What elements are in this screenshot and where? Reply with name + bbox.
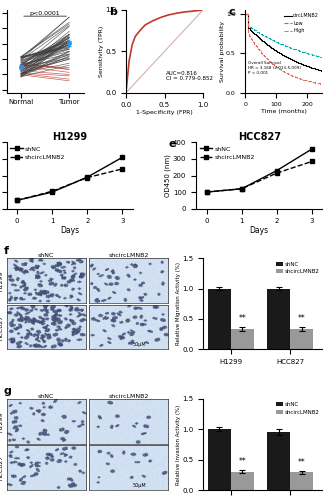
Line: circLMNB2: circLMNB2 [245, 14, 322, 71]
Line: Low: Low [245, 14, 322, 57]
Bar [208, 430, 231, 490]
Line: shcircLMNB2: shcircLMNB2 [15, 166, 125, 203]
Low [285, 44, 289, 50]
Low [280, 41, 284, 47]
shNC [240, 186, 244, 192]
Bar [231, 330, 254, 349]
Text: c: c [228, 6, 235, 16]
Legend: shNC, shcircLMNB2: shNC, shcircLMNB2 [275, 402, 320, 415]
Bar [267, 432, 290, 490]
High [280, 67, 284, 73]
X-axis label: Time (months): Time (months) [261, 109, 307, 114]
High [285, 70, 289, 76]
Text: 50μM: 50μM [132, 342, 146, 347]
Text: Overall Survival
HR = 3.168 (2.013-5.009)
P < 0.001: Overall Survival HR = 3.168 (2.013-5.009… [248, 62, 301, 74]
shcircLMNB2 [15, 198, 19, 203]
shcircLMNB2 [310, 158, 314, 164]
Low [243, 11, 247, 17]
High [280, 68, 284, 73]
Legend: shNC, shcircLMNB2: shNC, shcircLMNB2 [275, 261, 320, 275]
circLMNB2 [280, 51, 284, 57]
High [307, 78, 311, 84]
Low [318, 54, 322, 60]
circLMNB2 [318, 68, 322, 73]
shNC [120, 154, 124, 160]
Legend: circLMNB2, Low, High: circLMNB2, Low, High [283, 12, 320, 34]
Low [307, 50, 311, 56]
circLMNB2 [307, 64, 311, 70]
shcircLMNB2 [120, 166, 124, 172]
Text: AUC=0.816
CI = 0.779-0.852: AUC=0.816 CI = 0.779-0.852 [166, 70, 213, 82]
Text: b: b [109, 6, 117, 16]
Y-axis label: Relative Migration Activity (%): Relative Migration Activity (%) [176, 262, 181, 345]
X-axis label: Days: Days [60, 226, 79, 234]
High [289, 72, 293, 78]
Bar [267, 288, 290, 350]
Y-axis label: HCC827: HCC827 [0, 455, 4, 480]
Y-axis label: H1299: H1299 [0, 270, 4, 291]
Bar [290, 472, 313, 490]
Line: shcircLMNB2: shcircLMNB2 [204, 159, 314, 194]
Text: g: g [3, 386, 11, 396]
Y-axis label: Sensitivity (TPR): Sensitivity (TPR) [99, 26, 104, 77]
Low [280, 42, 284, 48]
circLMNB2 [289, 56, 293, 62]
Line: High: High [245, 14, 322, 84]
Text: **: ** [238, 314, 246, 323]
circLMNB2 [320, 68, 324, 74]
Text: 50μM: 50μM [132, 483, 146, 488]
Text: **: ** [298, 458, 306, 466]
Legend: shNC, shcircLMNB2: shNC, shcircLMNB2 [199, 146, 255, 160]
Line: shNC: shNC [15, 155, 125, 203]
shcircLMNB2 [85, 174, 89, 180]
Title: HCC827: HCC827 [238, 132, 281, 141]
Text: **: ** [298, 314, 306, 323]
circLMNB2 [243, 11, 247, 17]
shNC [15, 198, 19, 203]
Y-axis label: H1299: H1299 [0, 411, 4, 432]
Text: **: ** [238, 457, 246, 466]
High [243, 11, 247, 17]
shcircLMNB2 [275, 170, 279, 176]
Title: shcircLMNB2: shcircLMNB2 [108, 253, 149, 258]
shNC [50, 189, 54, 195]
Legend: shNC, shcircLMNB2: shNC, shcircLMNB2 [10, 146, 66, 160]
Text: f: f [3, 246, 8, 256]
shcircLMNB2 [240, 186, 244, 192]
shcircLMNB2 [50, 188, 54, 194]
Y-axis label: Survival probability: Survival probability [219, 21, 224, 82]
Y-axis label: HCC827: HCC827 [0, 314, 4, 340]
Text: p<0.0001: p<0.0001 [30, 10, 61, 16]
circLMNB2 [280, 52, 284, 58]
shNC [85, 174, 89, 180]
Text: e: e [168, 139, 176, 149]
Low [320, 54, 324, 60]
circLMNB2 [285, 54, 289, 60]
Y-axis label: OD450 (nm): OD450 (nm) [165, 154, 171, 197]
X-axis label: 1-Specificity (FPR): 1-Specificity (FPR) [136, 110, 193, 115]
X-axis label: Days: Days [250, 226, 269, 234]
Title: shNC: shNC [38, 253, 54, 258]
Low [289, 45, 293, 51]
Title: shcircLMNB2: shcircLMNB2 [108, 394, 149, 398]
High [320, 81, 324, 87]
shNC [310, 146, 314, 152]
Bar [208, 288, 231, 350]
Title: H1299: H1299 [52, 132, 87, 141]
Title: shNC: shNC [38, 394, 54, 398]
shNC [275, 168, 279, 173]
shcircLMNB2 [205, 189, 209, 195]
Line: shNC: shNC [204, 146, 314, 194]
High [318, 80, 322, 86]
Bar [290, 330, 313, 349]
shNC [205, 189, 209, 195]
Y-axis label: Relative Invasion Activity (%): Relative Invasion Activity (%) [176, 404, 181, 484]
Bar [231, 472, 254, 490]
